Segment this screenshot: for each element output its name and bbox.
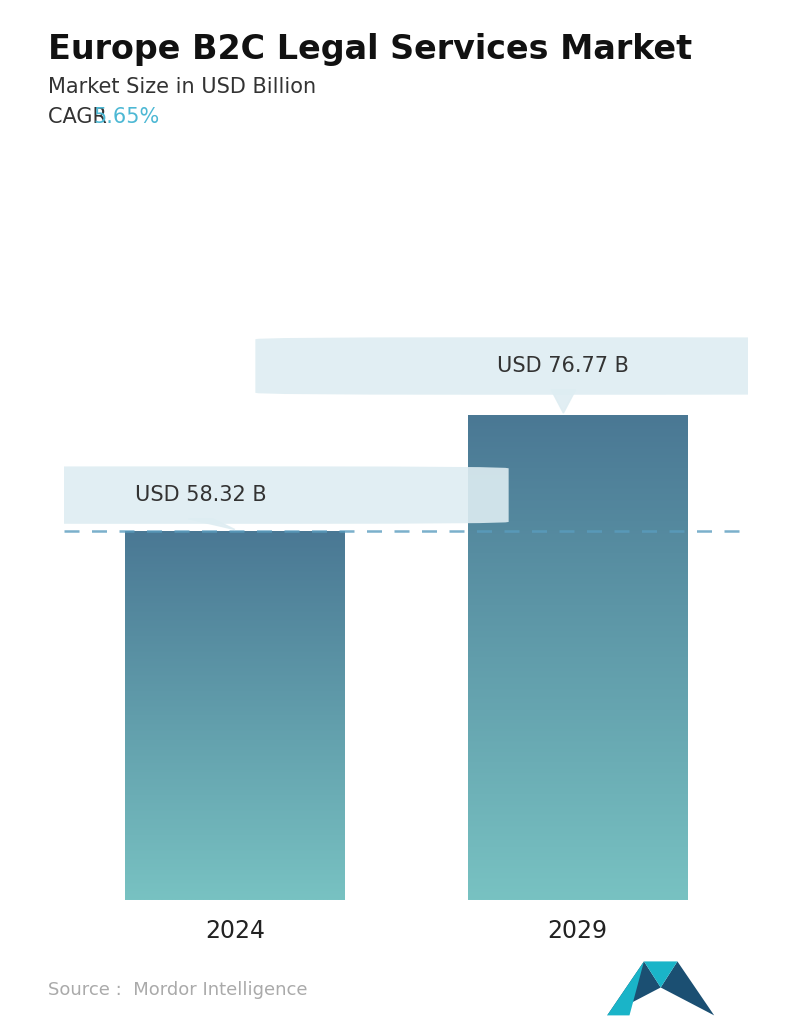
Text: 5.65%: 5.65% <box>94 107 160 126</box>
Text: USD 58.32 B: USD 58.32 B <box>135 485 267 506</box>
FancyBboxPatch shape <box>256 337 796 395</box>
FancyBboxPatch shape <box>0 466 509 524</box>
Text: Europe B2C Legal Services Market: Europe B2C Legal Services Market <box>48 33 692 66</box>
Polygon shape <box>661 962 714 1015</box>
Polygon shape <box>189 519 235 529</box>
Polygon shape <box>607 962 644 1015</box>
Polygon shape <box>644 962 677 987</box>
Text: Market Size in USD Billion: Market Size in USD Billion <box>48 77 316 96</box>
Polygon shape <box>551 390 576 413</box>
Text: CAGR: CAGR <box>48 107 113 126</box>
Polygon shape <box>607 962 661 1015</box>
Text: USD 76.77 B: USD 76.77 B <box>498 356 630 376</box>
Text: Source :  Mordor Intelligence: Source : Mordor Intelligence <box>48 981 307 999</box>
